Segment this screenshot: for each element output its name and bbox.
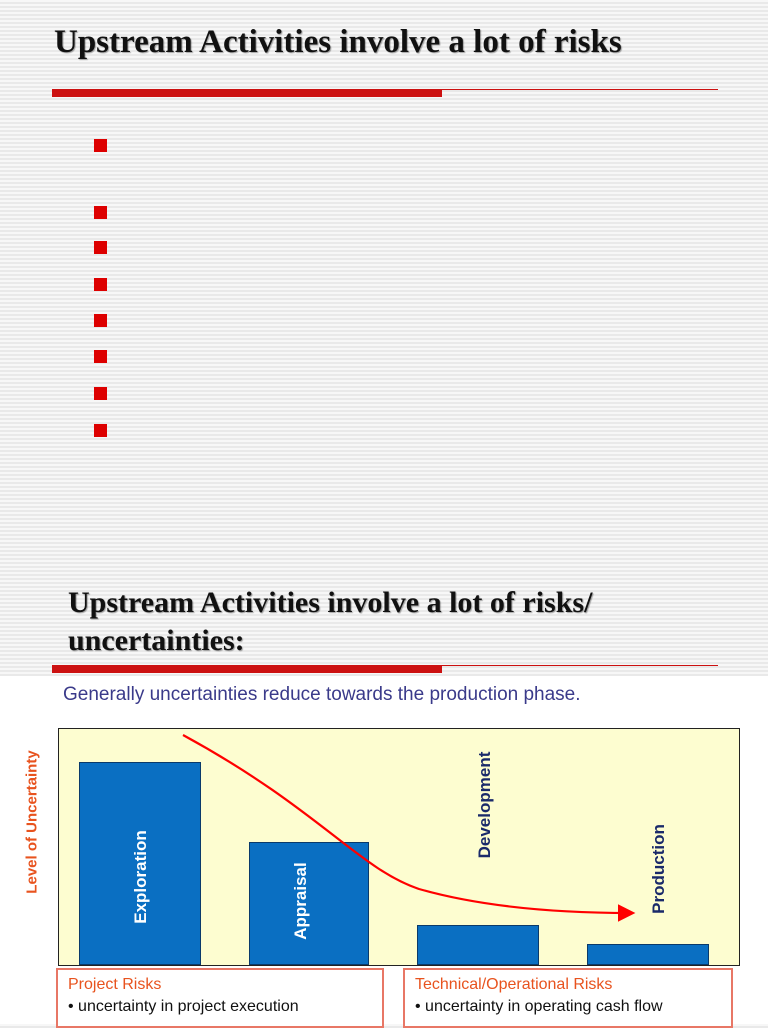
title-rule-thin <box>442 665 718 666</box>
project-risks-box: Project Risks • uncertainty in project e… <box>56 968 384 1028</box>
trend-arrow <box>182 734 636 922</box>
title-rule-thick <box>52 665 442 673</box>
slide-2: Upstream Activities involve a lot of ris… <box>0 560 768 676</box>
y-axis-label: Level of Uncertainty <box>23 750 41 894</box>
bullet-marker <box>94 278 107 291</box>
bullet-marker <box>94 241 107 254</box>
bullet-marker <box>94 206 107 219</box>
bar-appraisal <box>249 842 369 965</box>
project-risks-title: Project Risks <box>68 976 162 993</box>
chart-heading: Generally uncertainties reduce towards t… <box>63 684 581 705</box>
technical-risks-box: Technical/Operational Risks • uncertaint… <box>403 968 733 1028</box>
slide-1-title: Upstream Activities involve a lot of ris… <box>54 24 622 60</box>
slide-1: Upstream Activities involve a lot of ris… <box>52 24 718 437</box>
bullet-marker <box>94 139 107 152</box>
bullet-marker <box>94 314 107 327</box>
bar-exploration <box>79 762 201 965</box>
bar-development <box>417 925 539 965</box>
slide-2-title-line-1: Upstream Activities involve a lot of ris… <box>68 586 593 619</box>
bullet-marker <box>94 424 107 437</box>
technical-risks-title: Technical/Operational Risks <box>415 976 613 993</box>
slide-2-title-line-2: uncertainties: <box>68 624 245 657</box>
technical-risks-item: • uncertainty in operating cash flow <box>415 998 663 1015</box>
bar-production <box>587 944 709 965</box>
slide-2-title: Upstream Activities involve a lot of ris… <box>68 584 592 660</box>
title-rule-thin <box>442 89 718 90</box>
plot-area: Exploration Appraisal Development Produc… <box>58 728 740 966</box>
uncertainty-trend-curve <box>182 734 636 922</box>
bullet-marker <box>94 350 107 363</box>
bullet-marker <box>94 387 107 400</box>
title-rule-thick <box>52 89 442 97</box>
project-risks-item: • uncertainty in project execution <box>68 998 299 1015</box>
